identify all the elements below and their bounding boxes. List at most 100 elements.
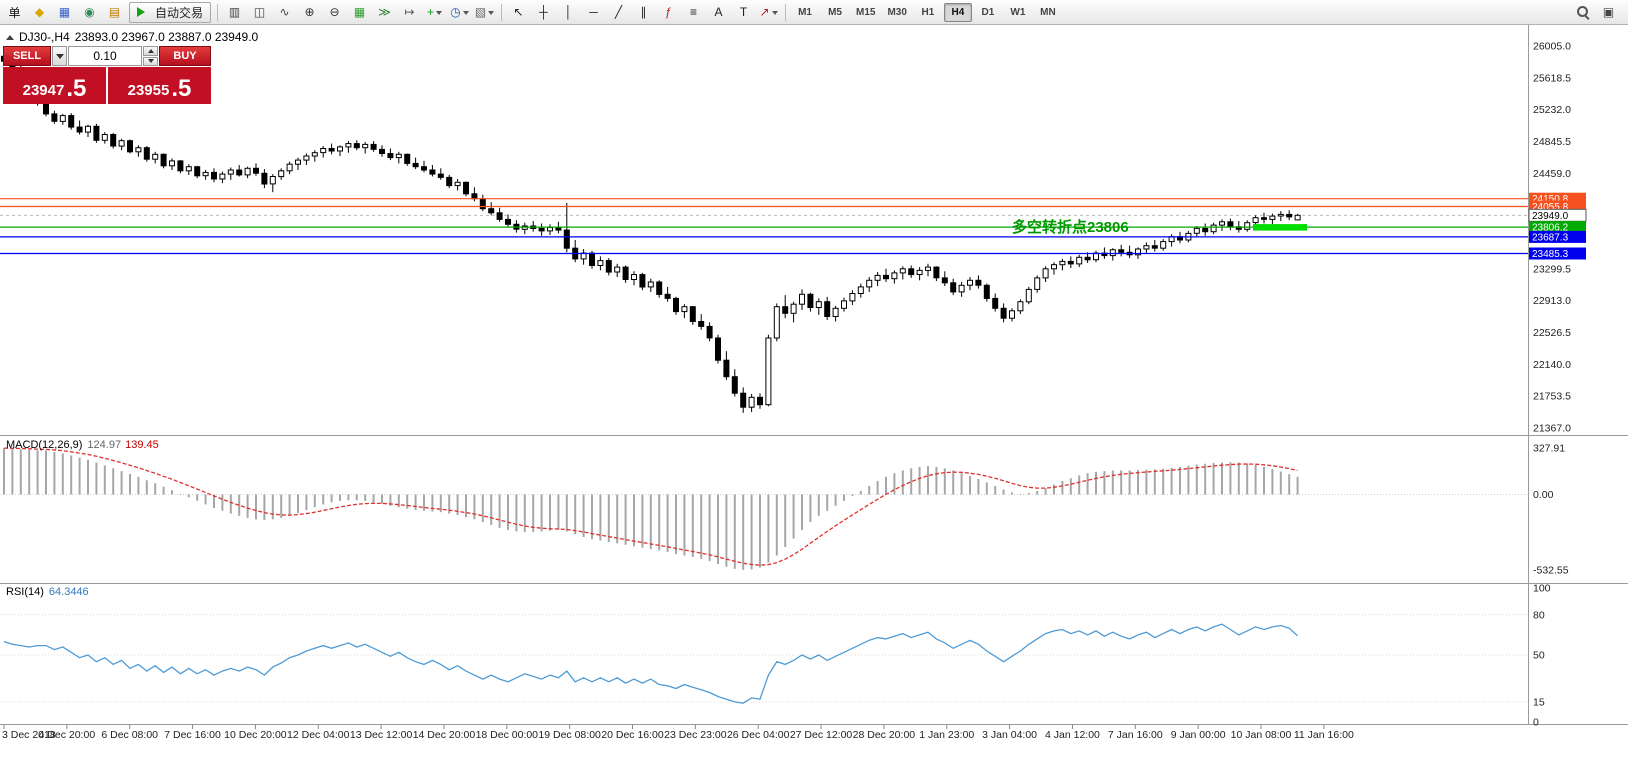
bar-chart-icon: ▥ [228, 5, 241, 19]
new-order-button[interactable]: 单 [3, 1, 26, 23]
auto-scroll-icon: ≫ [378, 5, 391, 19]
line-chart-icon: ∿ [279, 5, 290, 19]
svg-text:23 Dec 23:00: 23 Dec 23:00 [664, 729, 727, 741]
market-watch-icon: ▦ [58, 5, 71, 19]
toolbar-left-group: 单 ◆ ▦ ◉ ▤ 自动交易 ▥ ◫ ∿ ⊕ ⊖ ▦ ≫ ↦ + ◷ ▧ ↖ ┼ │ ─ ╱ ∥ ƒ ≡ A T ↗ M1 M5 M15 M3… [2, 1, 1063, 23]
chart-title: DJ30-,H4 23893.0 23967.0 23887.0 23949.0 [6, 30, 258, 44]
bar-chart-icon[interactable]: ▥ [223, 1, 246, 23]
text-icon[interactable]: A [707, 1, 730, 23]
svg-text:1 Jan 23:00: 1 Jan 23:00 [919, 729, 974, 741]
svg-text:3 Dec 2018: 3 Dec 2018 [2, 729, 56, 741]
svg-text:22140.0: 22140.0 [1533, 359, 1571, 371]
periods-icon[interactable]: ◷ [448, 1, 471, 23]
svg-text:7 Dec 16:00: 7 Dec 16:00 [164, 729, 221, 741]
charts-grid-icon: ◆ [34, 5, 45, 19]
vertical-line-icon[interactable]: │ [557, 1, 580, 23]
svg-text:24459.0: 24459.0 [1533, 168, 1571, 180]
text-icon: A [714, 5, 723, 19]
collapse-subwindow-icon[interactable] [6, 31, 14, 40]
chart-panel-icon[interactable]: ▣ [1597, 1, 1620, 23]
cursor-icon[interactable]: ↖ [507, 1, 530, 23]
timeframe-m15-button[interactable]: M15 [856, 6, 876, 18]
zoom-in-icon[interactable]: ⊕ [298, 1, 321, 23]
search-icon[interactable] [1572, 1, 1595, 23]
timeframe-m1-button[interactable]: M1 [798, 6, 812, 18]
timeframe-w1-button[interactable]: W1 [1010, 6, 1026, 18]
periods-icon: ◷ [450, 5, 461, 19]
svg-text:23687.3: 23687.3 [1532, 232, 1569, 243]
trade-panel-prices: 23947 .5 23955 .5 [3, 67, 211, 104]
tile-windows-icon[interactable]: ▦ [348, 1, 371, 23]
buy-button[interactable]: BUY [159, 46, 211, 66]
macd-signal-value: 139.45 [125, 439, 159, 451]
channel-icon[interactable]: ∥ [632, 1, 655, 23]
volume-stepper [143, 46, 158, 66]
crosshair-icon[interactable]: ┼ [532, 1, 555, 23]
chart-text-annotation[interactable]: 多空转折点23806 [1012, 219, 1129, 236]
svg-text:80: 80 [1533, 609, 1545, 621]
order-options-dropdown[interactable] [52, 46, 67, 66]
price-scale: 26005.0 25618.5 25232.0 24845.5 24459.0 23299… [1533, 41, 1571, 435]
timeframe-m30-button[interactable]: M30 [887, 6, 907, 18]
shapes-icon[interactable]: ≡ [682, 1, 705, 23]
svg-text:23949.0: 23949.0 [1532, 211, 1569, 222]
crosshair-icon: ┼ [539, 5, 548, 19]
auto-scroll-icon[interactable]: ≫ [373, 1, 396, 23]
volume-down-button[interactable] [143, 56, 158, 66]
label-icon[interactable]: T [732, 1, 755, 23]
timeframe-mn-button[interactable]: MN [1040, 6, 1056, 18]
templates-icon: ▧ [474, 5, 487, 19]
tile-windows-icon: ▦ [353, 5, 366, 19]
chart-shift-icon[interactable]: ↦ [398, 1, 421, 23]
zoom-out-icon[interactable]: ⊖ [323, 1, 346, 23]
sell-button[interactable]: SELL [3, 46, 51, 66]
line-chart-icon[interactable]: ∿ [273, 1, 296, 23]
svg-text:22526.5: 22526.5 [1533, 327, 1571, 339]
templates-icon[interactable]: ▧ [473, 1, 496, 23]
macd-signal-line [3, 447, 1298, 566]
search-icon [1577, 5, 1590, 19]
volume-input[interactable] [68, 46, 142, 66]
candlestick-chart-icon[interactable]: ◫ [248, 1, 271, 23]
autotrading-button[interactable]: 自动交易 [129, 1, 212, 23]
timeframe-d1-button[interactable]: D1 [981, 6, 995, 18]
terminal-icon[interactable]: ▤ [103, 1, 126, 23]
trend-highlight-segment[interactable] [1253, 224, 1307, 231]
svg-text:4 Jan 12:00: 4 Jan 12:00 [1045, 729, 1100, 741]
zoom-in-icon: ⊕ [304, 5, 315, 19]
horizontal-line-icon: ─ [589, 5, 598, 19]
chevron-down-icon [462, 10, 469, 18]
svg-text:13 Dec 12:00: 13 Dec 12:00 [350, 729, 413, 741]
trendline-icon: ╱ [614, 5, 623, 19]
sell-price-display[interactable]: 23947 .5 [3, 67, 106, 104]
indicators-icon[interactable]: + [423, 1, 446, 23]
svg-text:21753.5: 21753.5 [1533, 391, 1571, 403]
arrows-icon[interactable]: ↗ [757, 1, 780, 23]
svg-text:19 Dec 08:00: 19 Dec 08:00 [538, 729, 601, 741]
horizontal-line-icon[interactable]: ─ [582, 1, 605, 23]
buy-price-display[interactable]: 23955 .5 [108, 67, 211, 104]
main-toolbar: 单 ◆ ▦ ◉ ▤ 自动交易 ▥ ◫ ∿ ⊕ ⊖ ▦ ≫ ↦ + ◷ ▧ ↖ ┼ │ ─ ╱ ∥ ƒ ≡ A T ↗ M1 M5 M15 M3… [0, 0, 1628, 25]
volume-up-button[interactable] [143, 46, 158, 56]
trendline-icon[interactable]: ╱ [607, 1, 630, 23]
navigator-icon: ◉ [84, 5, 95, 19]
fibonacci-icon[interactable]: ƒ [657, 1, 680, 23]
symbol-period-label: DJ30-,H4 [19, 30, 70, 44]
timeframe-h1-button[interactable]: H1 [921, 6, 935, 18]
pane-separators [0, 25, 1628, 725]
charts-grid-icon[interactable]: ◆ [28, 1, 51, 23]
svg-text:10 Dec 20:00: 10 Dec 20:00 [224, 729, 287, 741]
vertical-line-icon: │ [564, 5, 573, 19]
market-watch-icon[interactable]: ▦ [53, 1, 76, 23]
channel-icon: ∥ [640, 5, 647, 19]
timeframe-h4-button[interactable]: H4 [943, 2, 972, 22]
ohlc-values: 23893.0 23967.0 23887.0 23949.0 [74, 30, 259, 44]
price-tag-23485.3 [1529, 247, 1586, 260]
navigator-icon[interactable]: ◉ [78, 1, 101, 23]
play-icon [137, 7, 150, 17]
svg-text:3 Jan 04:00: 3 Jan 04:00 [982, 729, 1037, 741]
timeframe-m5-button[interactable]: M5 [828, 6, 842, 18]
rsi-line [3, 623, 1299, 704]
